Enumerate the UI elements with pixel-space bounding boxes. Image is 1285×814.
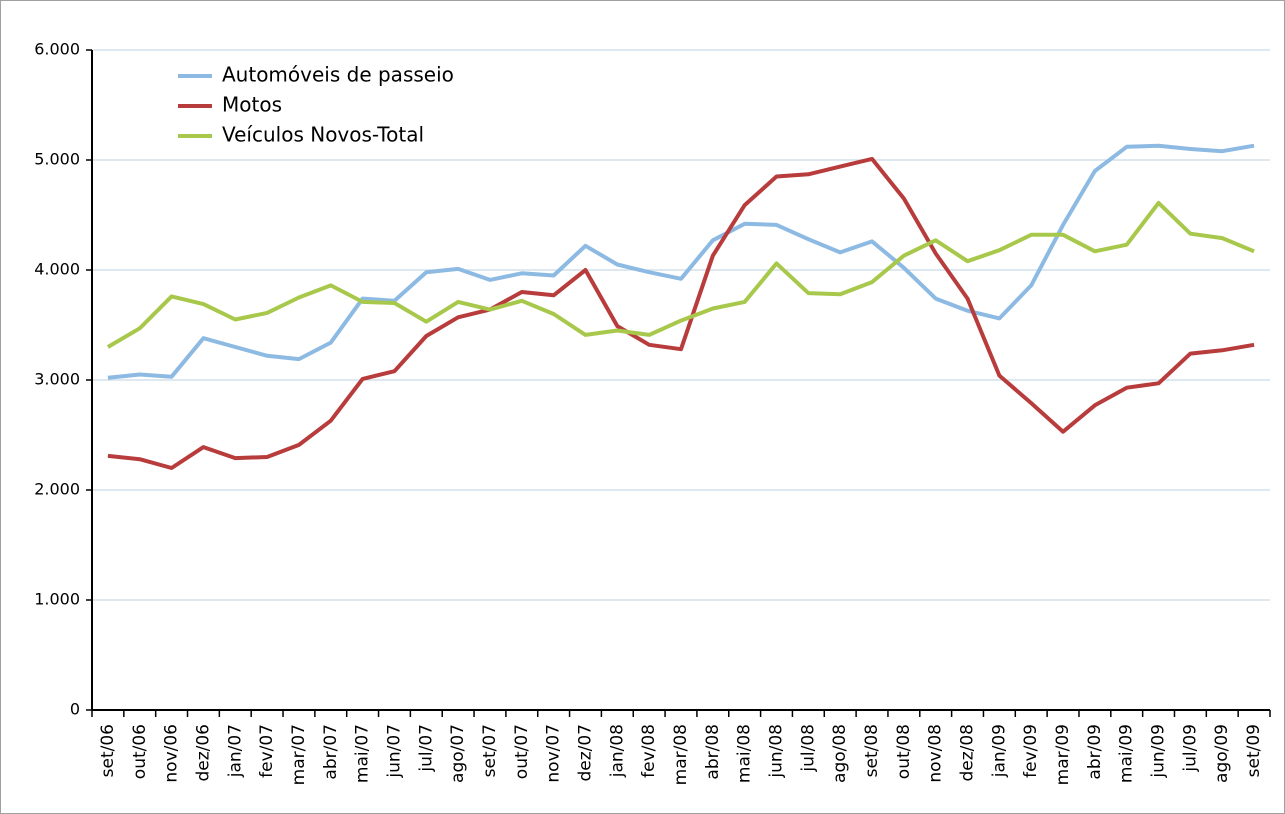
y-tick-label: 2.000 (34, 480, 80, 499)
x-tick-label: nov/08 (926, 724, 946, 783)
x-tick-label: mai/07 (353, 724, 373, 783)
series-line (107, 143, 1255, 380)
x-tick-label: jan/07 (225, 724, 245, 778)
x-tick-label: jun/07 (384, 724, 404, 779)
x-tick-label: dez/06 (193, 724, 213, 782)
x-tick-label: ago/07 (448, 724, 468, 783)
x-tick-label: mar/07 (289, 724, 309, 785)
y-tick-label: 3.000 (34, 370, 80, 389)
x-tick-label: mai/08 (735, 724, 755, 783)
x-tick-label: abr/09 (1085, 724, 1105, 780)
x-tick-label: out/08 (894, 724, 914, 779)
x-tick-label: mar/09 (1053, 724, 1073, 785)
x-tick-label: set/08 (862, 724, 882, 777)
x-tick-label: mai/09 (1117, 724, 1137, 783)
x-tick-label: dez/07 (575, 724, 595, 782)
x-tick-label: fev/08 (639, 724, 659, 778)
y-tick-label: 1.000 (34, 590, 80, 609)
x-tick-label: set/09 (1244, 724, 1264, 777)
legend-label: Veículos Novos-Total (222, 123, 424, 147)
x-tick-label: fev/07 (257, 724, 277, 778)
x-tick-label: set/07 (480, 724, 500, 777)
x-tick-label: jul/07 (416, 724, 436, 773)
x-tick-label: set/06 (98, 724, 118, 777)
x-tick-label: abr/07 (321, 724, 341, 780)
y-tick-label: 0 (70, 700, 80, 719)
legend-label: Motos (222, 93, 282, 117)
y-tick-label: 4.000 (34, 260, 80, 279)
x-tick-label: jun/09 (1149, 724, 1169, 779)
x-tick-label: jan/08 (607, 724, 627, 778)
y-tick-label: 6.000 (34, 40, 80, 59)
x-tick-label: fev/09 (1021, 724, 1041, 778)
x-tick-label: nov/06 (162, 724, 182, 783)
x-tick-label: mar/08 (671, 724, 691, 785)
x-tick-label: jun/08 (767, 724, 787, 779)
x-tick-label: out/07 (512, 724, 532, 779)
x-tick-label: dez/08 (958, 724, 978, 782)
x-tick-label: ago/08 (830, 724, 850, 783)
x-tick-label: nov/07 (544, 724, 564, 783)
series-line (106, 200, 1255, 349)
series-line (107, 156, 1255, 470)
x-tick-label: out/06 (130, 724, 150, 779)
x-tick-label: jul/09 (1180, 724, 1200, 773)
x-tick-label: ago/09 (1212, 724, 1232, 783)
y-tick-label: 5.000 (34, 150, 80, 169)
x-tick-label: jan/09 (989, 724, 1009, 778)
legend-label: Automóveis de passeio (222, 63, 454, 87)
x-tick-label: jul/08 (798, 724, 818, 773)
x-tick-label: abr/08 (703, 724, 723, 780)
